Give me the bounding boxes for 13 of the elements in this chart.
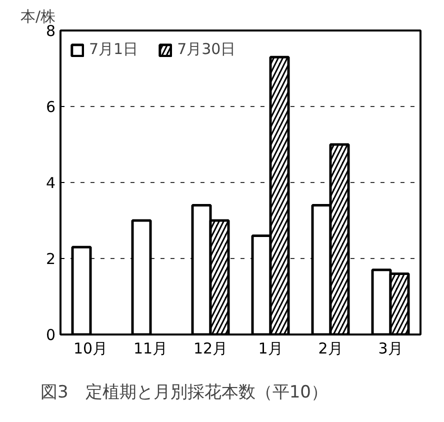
y-tick-label: 4	[46, 174, 56, 192]
legend-label: 7月1日	[89, 40, 138, 59]
x-tick-label: 1月	[258, 340, 283, 358]
y-tick-label: 6	[46, 98, 56, 116]
legend-label: 7月30日	[177, 40, 236, 59]
x-tick-label: 12月	[193, 340, 228, 358]
x-tick-label: 3月	[378, 340, 403, 358]
y-tick-label: 2	[46, 250, 56, 268]
text: 図3 定植期と月別採花本数（平10）	[40, 382, 328, 402]
x-tick-label: 10月	[73, 340, 108, 358]
y-tick-label: 0	[46, 326, 56, 344]
x-tick-label: 2月	[318, 340, 343, 358]
x-tick-label: 11月	[133, 340, 168, 358]
